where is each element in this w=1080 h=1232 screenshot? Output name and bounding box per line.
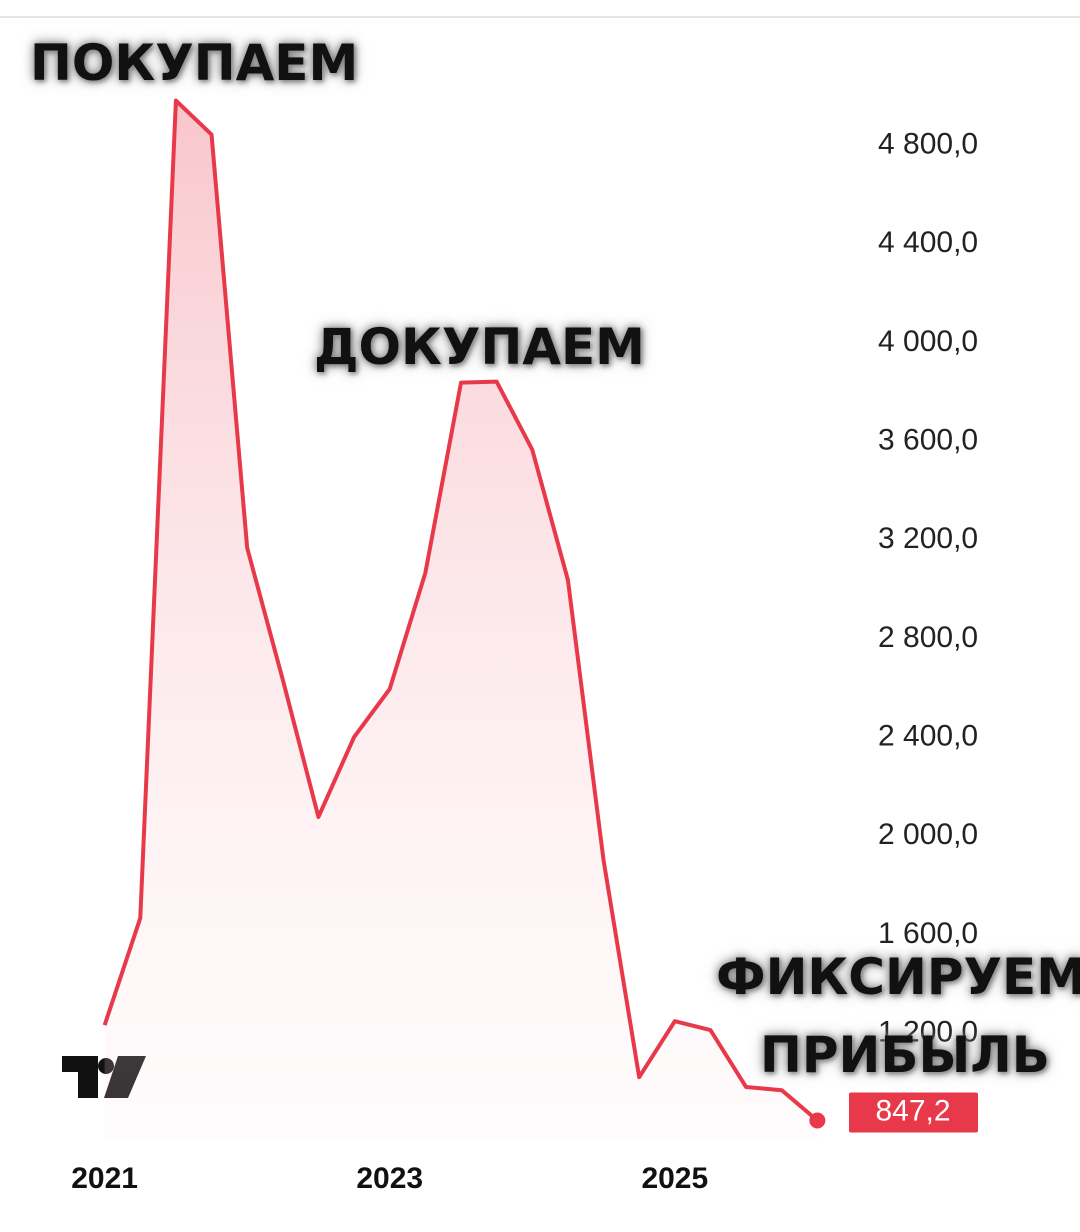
y-tick-label: 3 200,0	[878, 522, 978, 555]
y-tick-label: 2 800,0	[878, 621, 978, 654]
x-tick-label: 2021	[71, 1162, 138, 1195]
annotation: ФИКСИРУЕМ	[716, 948, 1080, 1006]
y-tick-label: 4 000,0	[878, 325, 978, 358]
y-tick-label: 2 400,0	[878, 719, 978, 752]
area	[104, 100, 818, 1143]
annotation: ПРИБЫЛЬ	[760, 1026, 1050, 1084]
y-tick-label: 1 600,0	[878, 917, 978, 950]
y-tick-label: 3 600,0	[878, 424, 978, 457]
value-label-box	[849, 1092, 978, 1133]
annotation: ПОКУПАЕМ	[30, 34, 359, 92]
x-tick-label: 2025	[641, 1162, 708, 1195]
y-tick-label: 4 400,0	[878, 226, 978, 259]
last-point	[809, 1112, 826, 1129]
line	[102, 98, 819, 1123]
y-tick-label: 1 200,0	[878, 1015, 978, 1048]
x-tick-label: 2023	[356, 1162, 423, 1195]
y-tick-label: 4 800,0	[878, 128, 978, 161]
value-label: 847,2	[875, 1094, 950, 1127]
y-tick-label: 2 000,0	[878, 818, 978, 851]
annotation: ДОКУПАЕМ	[314, 318, 645, 376]
